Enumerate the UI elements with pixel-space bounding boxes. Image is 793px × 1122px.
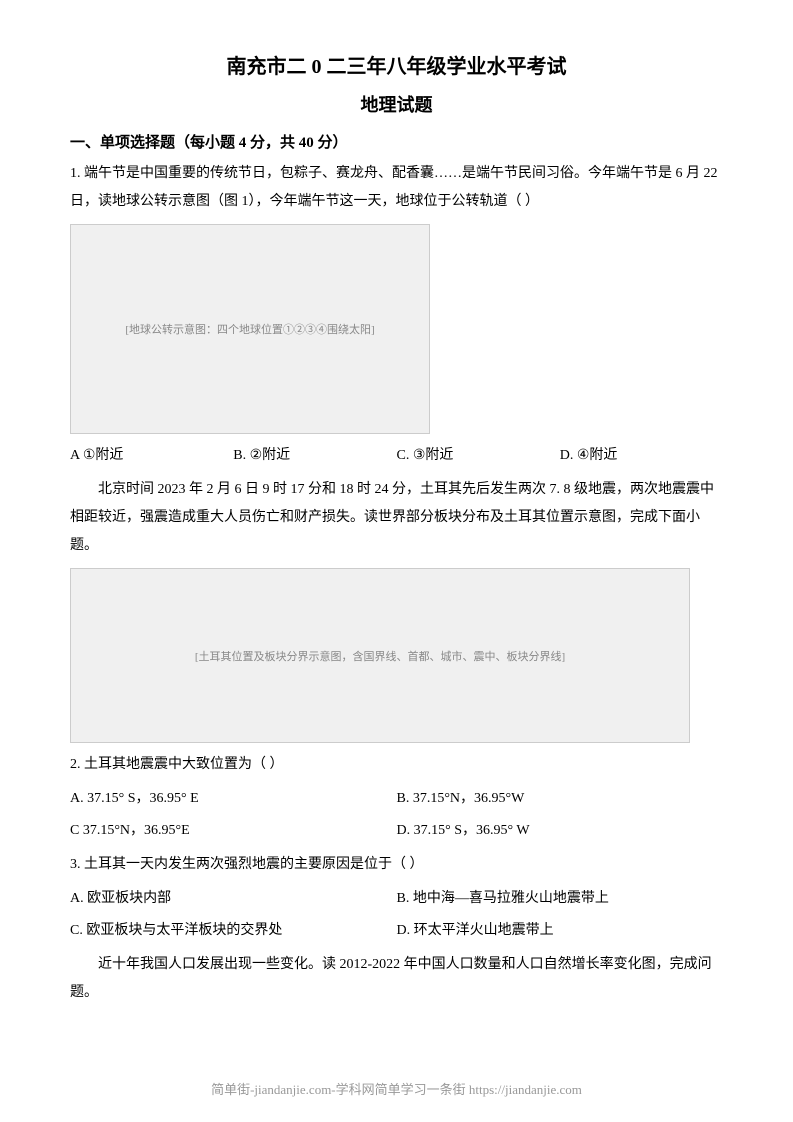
- q3-text: 3. 土耳其一天内发生两次强烈地震的主要原因是位于（ ）: [70, 851, 723, 879]
- q1-option-c: C. ③附近: [397, 442, 560, 470]
- passage-turkey: 北京时间 2023 年 2 月 6 日 9 时 17 分和 18 时 24 分，…: [70, 476, 723, 743]
- passage-turkey-text: 北京时间 2023 年 2 月 6 日 9 时 17 分和 18 时 24 分，…: [70, 476, 723, 560]
- q2-option-b: B. 37.15°N，36.95°W: [397, 785, 724, 813]
- q3-option-c: C. 欧亚板块与太平洋板块的交界处: [70, 917, 397, 945]
- title-main: 南充市二 0 二三年八年级学业水平考试: [70, 50, 723, 79]
- question-3: 3. 土耳其一天内发生两次强烈地震的主要原因是位于（ ） A. 欧亚板块内部 B…: [70, 851, 723, 945]
- q1-option-d: D. ④附近: [560, 442, 723, 470]
- q3-option-b: B. 地中海—喜马拉雅火山地震带上: [397, 885, 724, 913]
- section-header: 一、单项选择题（每小题 4 分，共 40 分）: [70, 131, 723, 152]
- exam-page: 南充市二 0 二三年八年级学业水平考试 地理试题 一、单项选择题（每小题 4 分…: [0, 0, 793, 1122]
- q2-options-row2: C 37.15°N，36.95°E D. 37.15° S，36.95° W: [70, 817, 723, 845]
- q3-options-row2: C. 欧亚板块与太平洋板块的交界处 D. 环太平洋火山地震带上: [70, 917, 723, 945]
- q3-option-d: D. 环太平洋火山地震带上: [397, 917, 724, 945]
- q1-options: A ①附近 B. ②附近 C. ③附近 D. ④附近: [70, 442, 723, 470]
- q1-figure: [地球公转示意图：四个地球位置①②③④围绕太阳]: [70, 224, 430, 434]
- page-footer: 简单街-jiandanjie.com-学科网简单学习一条街 https://ji…: [0, 1079, 793, 1098]
- q1-option-b: B. ②附近: [233, 442, 396, 470]
- passage-turkey-figure: [土耳其位置及板块分界示意图，含国界线、首都、城市、震中、板块分界线]: [70, 568, 690, 743]
- q2-option-d: D. 37.15° S，36.95° W: [397, 817, 724, 845]
- q3-options-row1: A. 欧亚板块内部 B. 地中海—喜马拉雅火山地震带上: [70, 885, 723, 913]
- q2-option-a: A. 37.15° S，36.95° E: [70, 785, 397, 813]
- q2-text: 2. 土耳其地震震中大致位置为（ ）: [70, 751, 723, 779]
- q1-text: 1. 端午节是中国重要的传统节日，包粽子、赛龙舟、配香囊……是端午节民间习俗。今…: [70, 160, 723, 216]
- passage-population: 近十年我国人口发展出现一些变化。读 2012-2022 年中国人口数量和人口自然…: [70, 951, 723, 1007]
- q3-option-a: A. 欧亚板块内部: [70, 885, 397, 913]
- q2-options-row1: A. 37.15° S，36.95° E B. 37.15°N，36.95°W: [70, 785, 723, 813]
- question-2: 2. 土耳其地震震中大致位置为（ ） A. 37.15° S，36.95° E …: [70, 751, 723, 845]
- q2-option-c: C 37.15°N，36.95°E: [70, 817, 397, 845]
- passage-population-text: 近十年我国人口发展出现一些变化。读 2012-2022 年中国人口数量和人口自然…: [70, 951, 723, 1007]
- title-sub: 地理试题: [70, 91, 723, 117]
- q1-option-a: A ①附近: [70, 442, 233, 470]
- question-1: 1. 端午节是中国重要的传统节日，包粽子、赛龙舟、配香囊……是端午节民间习俗。今…: [70, 160, 723, 470]
